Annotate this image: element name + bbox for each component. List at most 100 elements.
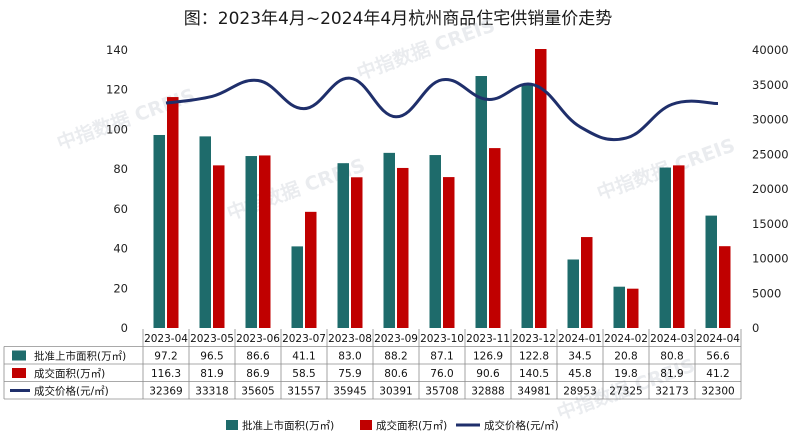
legend-label: 成交面积(万㎡): [376, 419, 447, 432]
right-axis-tick-label: 35000: [752, 78, 789, 92]
right-axis-tick-label: 5000: [752, 286, 781, 300]
bar-supply-area: [475, 76, 487, 329]
table-cell: 19.8: [614, 368, 637, 380]
category-label: 2023-09: [374, 333, 418, 345]
table-row-label: 批准上市面积(万㎡): [34, 350, 126, 363]
bar-deal-area: [351, 177, 363, 328]
table-cell: 86.9: [246, 368, 269, 380]
bar-supply-area: [429, 155, 441, 328]
table-cell: 34.5: [568, 351, 591, 363]
bar-deal-area: [627, 288, 639, 328]
left-y-axis: 0 20 40 60 80 100 120 140: [106, 43, 128, 335]
table-cell: 76.0: [430, 368, 453, 380]
table-cell: 32300: [701, 386, 734, 398]
bar-deal-area: [489, 148, 501, 328]
left-axis-tick-label: 40: [113, 242, 128, 256]
table-cell: 126.9: [473, 351, 503, 363]
bar-supply-area: [383, 152, 395, 328]
left-axis-tick-label: 120: [106, 83, 128, 97]
table-cell: 80.6: [384, 368, 408, 380]
left-axis-tick-label: 0: [121, 321, 128, 335]
table-cell: 34981: [517, 386, 550, 398]
bar-supply-area: [337, 163, 349, 328]
bar-deal-area: [305, 211, 317, 328]
table-cell: 96.5: [200, 351, 223, 363]
table-cell: 87.1: [430, 351, 453, 363]
left-axis-tick-label: 20: [113, 281, 128, 295]
table-cell: 75.9: [338, 368, 361, 380]
category-label: 2023-08: [328, 333, 372, 345]
table-cell: 81.9: [660, 368, 683, 380]
bar-deal-area: [581, 237, 593, 328]
bar-supply-area: [613, 286, 625, 328]
table-cell: 20.8: [614, 351, 637, 363]
table-cell: 90.6: [476, 368, 500, 380]
table-cell: 41.2: [706, 368, 729, 380]
data-table: 2023-04 2023-05 2023-06 2023-07 2023-08 2023-…: [3, 329, 742, 400]
right-axis-tick-label: 10000: [752, 252, 789, 266]
right-axis-tick-label: 30000: [752, 113, 789, 127]
table-cell: 35708: [425, 386, 458, 398]
table-cell: 56.6: [706, 351, 730, 363]
table-cell: 97.2: [154, 351, 177, 363]
bar-deal-area: [167, 97, 179, 328]
bar-deal-area: [259, 155, 271, 328]
table-cell: 83.0: [338, 351, 361, 363]
table-cell: 122.8: [519, 351, 549, 363]
right-axis-tick-label: 20000: [752, 182, 789, 196]
right-axis-tick-label: 15000: [752, 217, 789, 231]
bar-supply-area: [199, 136, 211, 328]
left-axis-tick-label: 80: [113, 162, 128, 176]
category-label: 2023-07: [282, 333, 326, 345]
table-cell: 32173: [655, 386, 688, 398]
category-label: 2023-10: [420, 333, 464, 345]
bar-supply-area: [521, 84, 533, 328]
category-label: 2023-11: [466, 333, 510, 345]
table-cell: 32888: [471, 386, 504, 398]
bar-deal-area: [535, 49, 547, 328]
table-cell: 35945: [333, 386, 366, 398]
price-line-layer: [165, 76, 719, 142]
category-label: 2023-06: [236, 333, 280, 345]
table-cell: 33318: [195, 386, 228, 398]
category-label: 2024-03: [650, 333, 694, 345]
table-cell: 88.2: [384, 351, 407, 363]
bar-supply-area: [153, 134, 165, 328]
table-cell: 35605: [241, 386, 274, 398]
table-cell: 80.8: [660, 351, 683, 363]
legend-label: 批准上市面积(万㎡): [242, 419, 334, 432]
left-axis-tick-label: 140: [106, 43, 128, 57]
table-cell: 27325: [609, 386, 642, 398]
table-series-swatch: [12, 368, 26, 378]
left-axis-tick-label: 100: [106, 122, 128, 136]
table-cell: 116.3: [151, 368, 181, 380]
table-cell: 81.9: [200, 368, 223, 380]
table-cell: 41.1: [292, 351, 315, 363]
bar-supply-area: [291, 246, 303, 328]
table-cell: 28953: [563, 386, 596, 398]
right-y-axis: 0 5000 10000 15000 20000 25000 30000 35000 40000: [752, 43, 789, 335]
price-line: [165, 76, 719, 142]
category-label: 2023-12: [512, 333, 556, 345]
category-label: 2024-04: [696, 333, 740, 345]
bar-deal-area: [397, 167, 409, 328]
bars-layer: [153, 49, 731, 329]
bar-supply-area: [659, 167, 671, 328]
category-label: 2023-05: [190, 333, 234, 345]
table-series-swatch: [12, 350, 26, 361]
left-axis-tick-label: 60: [113, 202, 128, 216]
right-axis-tick-label: 25000: [752, 147, 789, 161]
legend: 批准上市面积(万㎡) 成交面积(万㎡) 成交价格(元/㎡): [226, 419, 559, 432]
bar-deal-area: [719, 246, 731, 328]
table-cell: 86.6: [246, 351, 270, 363]
bar-supply-area: [705, 215, 717, 328]
legend-swatch: [360, 420, 372, 430]
bar-deal-area: [213, 165, 225, 328]
category-label: 2024-01: [558, 333, 602, 345]
category-label: 2023-04: [144, 333, 188, 345]
table-cell: 140.5: [519, 368, 549, 380]
bar-deal-area: [443, 177, 455, 328]
legend-swatch: [226, 420, 238, 430]
